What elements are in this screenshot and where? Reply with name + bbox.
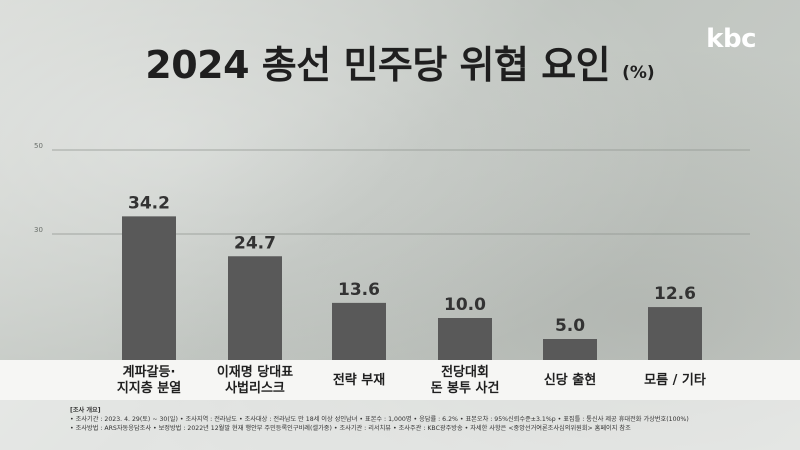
category-label: 모름 / 기타 [644,372,706,388]
survey-footnote: [조사 개요] • 조사기간 : 2023. 4. 29(토) ~ 30(일) … [0,400,800,450]
value-label: 13.6 [338,280,380,300]
y-tick-label: 50 [34,142,43,150]
footnote-line-2: • 조사방법 : ARS자동응답조사 • 보정방법 : 2022년 12월말 현… [70,425,631,432]
category-label: 돈 봉투 사건 [431,380,500,396]
title-row: 2024 총선 민주당 위협 요인 (%) [0,34,800,94]
category-label-band [0,360,800,400]
y-tick-label: 30 [34,226,43,234]
bar-4 [438,318,492,360]
chart-title: 2024 총선 민주당 위협 요인 [145,43,611,87]
footnote-heading: [조사 개요] [70,407,101,414]
category-label: 지지층 분열 [117,380,181,396]
category-label: 전략 부재 [333,372,385,388]
value-label: 24.7 [234,233,276,253]
bar-2 [228,256,282,360]
unit-label: (%) [622,63,655,83]
bar-3 [332,302,386,360]
kbc-logo: kbc [706,24,756,54]
category-label: 신당 출현 [544,372,596,388]
value-label: 34.2 [128,193,170,213]
footnote-line-1: • 조사기간 : 2023. 4. 29(토) ~ 30(일) • 조사지역 :… [70,416,689,423]
bar-5 [543,339,597,360]
category-label: 사법리스크 [225,380,285,396]
bar-6 [648,307,702,360]
category-label: 계파갈등· [123,365,176,380]
bar-1 [122,216,176,360]
category-label: 이재명 당대표 [217,364,293,380]
value-label: 12.6 [654,284,696,304]
value-label: 10.0 [444,295,486,315]
value-label: 5.0 [555,316,585,336]
category-label: 전당대회 [441,364,489,380]
